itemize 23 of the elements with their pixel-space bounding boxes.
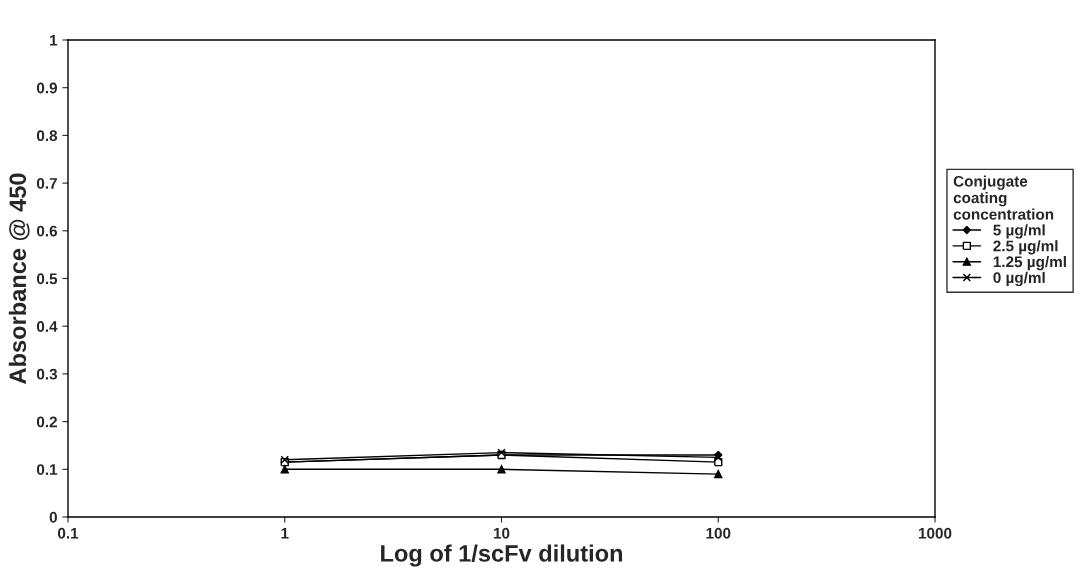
- x-tick-label: 1: [281, 527, 289, 539]
- x-tick-label: 0.1: [57, 527, 79, 539]
- y-axis-title: Absorbance @ 450: [8, 173, 30, 384]
- y-tick-label: 0.7: [36, 177, 57, 189]
- legend-label: 1.25 µg/ml: [993, 255, 1066, 271]
- y-tick-label: 0.1: [36, 464, 58, 475]
- y-tick-label: 0.8: [36, 130, 58, 142]
- x-tick-label: 10: [493, 527, 510, 539]
- y-tick-label: 0.6: [36, 225, 58, 237]
- y-tick-label: 0.5: [36, 273, 58, 285]
- y-tick-label: 0: [49, 511, 57, 523]
- legend-label: 0 µg/ml: [993, 271, 1045, 287]
- legend-label: 5 µg/ml: [993, 224, 1045, 239]
- x-axis-title: Log of 1/scFv dilution: [381, 544, 623, 567]
- x-tick-label: 100: [706, 527, 731, 539]
- y-tick-label: 0.3: [36, 368, 58, 380]
- y-tick-label: 0.9: [36, 82, 58, 94]
- x-tick-label: 1000: [918, 527, 952, 539]
- y-tick-label: 0.4: [36, 321, 58, 332]
- y-tick-label: 0.2: [36, 416, 57, 428]
- legend-label: 2.5 µg/ml: [993, 240, 1058, 255]
- y-tick-label: 1: [50, 35, 58, 46]
- legend-title: Conjugate coating concentration: [953, 175, 1054, 220]
